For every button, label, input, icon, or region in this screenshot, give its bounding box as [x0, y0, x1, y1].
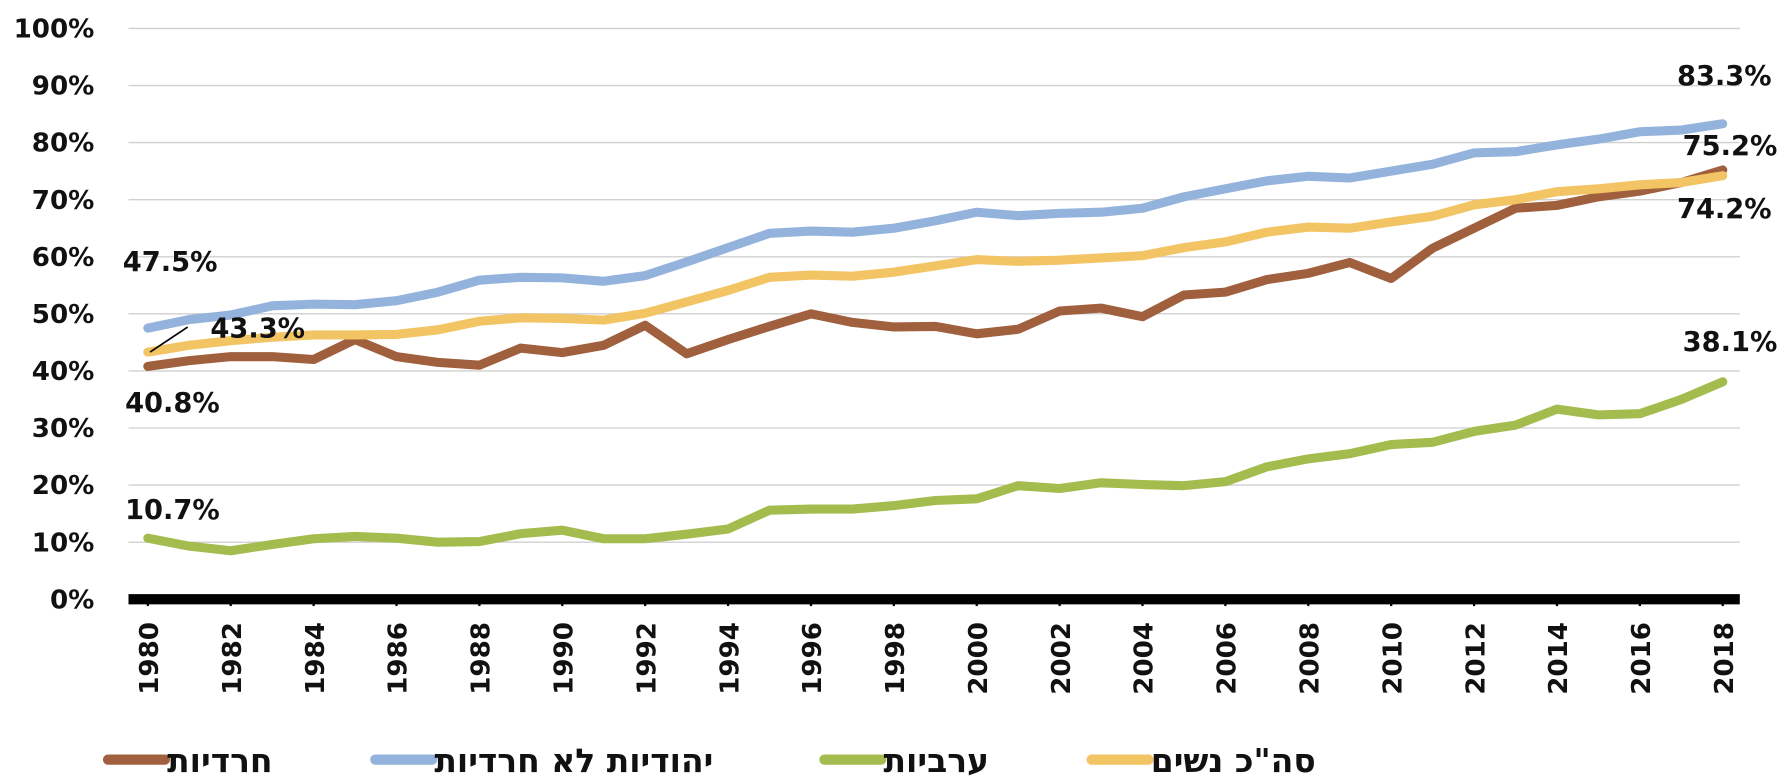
data-label: 83.3% — [1677, 61, 1772, 92]
legend-label: חרדיות — [167, 741, 272, 778]
x-tick-label: 2000 — [964, 622, 994, 695]
series-line — [143, 171, 1728, 357]
data-label: 75.2% — [1683, 131, 1778, 162]
x-tick-label: 1994 — [715, 622, 745, 695]
x-tick-label: 1980 — [135, 622, 165, 695]
y-tick-label: 60% — [32, 243, 95, 273]
x-tick-label: 1998 — [881, 622, 911, 695]
series-line — [143, 119, 1728, 333]
series-line — [143, 377, 1728, 556]
y-tick-label: 90% — [32, 72, 95, 102]
data-label: 38.1% — [1683, 327, 1778, 358]
data-label: 74.2% — [1677, 194, 1772, 225]
legend-label: יהודיות לא חרדיות — [434, 741, 713, 778]
x-tick-label: 2008 — [1296, 622, 1326, 695]
x-tick-label: 1984 — [301, 622, 331, 695]
y-tick-label: 0% — [50, 585, 94, 615]
data-label: 40.8% — [125, 388, 220, 419]
x-tick-label: 2002 — [1047, 622, 1077, 695]
x-tick-label: 1996 — [798, 622, 828, 695]
y-tick-label: 10% — [32, 528, 95, 558]
y-tick-label: 100% — [14, 15, 95, 45]
series-line — [143, 165, 1728, 371]
y-tick-label: 80% — [32, 129, 95, 159]
legend-label: ערביות — [884, 741, 989, 778]
y-tick-label: 50% — [32, 300, 95, 330]
data-label: 10.7% — [125, 495, 220, 526]
x-tick-label: 2012 — [1461, 622, 1491, 695]
x-tick-label: 2014 — [1544, 622, 1574, 695]
x-tick-label: 2016 — [1627, 622, 1657, 695]
x-tick-label: 2004 — [1130, 622, 1160, 695]
x-tick-label: 1992 — [632, 622, 662, 695]
leader-line — [149, 326, 189, 353]
y-tick-label: 40% — [32, 357, 95, 387]
legend-label: סה"כ נשים — [1151, 741, 1316, 778]
data-label: 47.5% — [123, 247, 218, 278]
y-tick-label: 20% — [32, 471, 95, 501]
y-tick-label: 70% — [32, 186, 95, 216]
x-tick-label: 1982 — [218, 622, 248, 695]
x-tick-label: 2018 — [1710, 622, 1740, 695]
x-tick-label: 1986 — [384, 622, 414, 695]
x-tick-label: 2010 — [1378, 622, 1408, 695]
x-tick-label: 2006 — [1213, 622, 1243, 695]
x-tick-label: 1988 — [467, 622, 497, 695]
data-label: 43.3% — [210, 313, 305, 344]
y-tick-label: 30% — [32, 414, 95, 444]
x-tick-label: 1990 — [550, 622, 580, 695]
